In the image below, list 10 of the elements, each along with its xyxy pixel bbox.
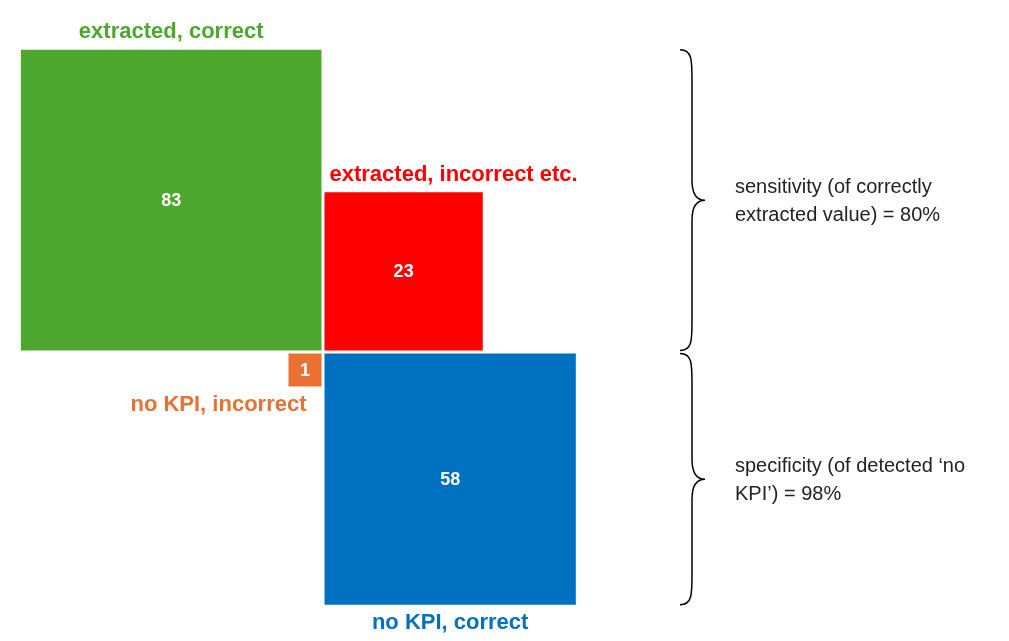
category-label: extracted, incorrect etc. [329, 160, 578, 186]
data-label: 58 [440, 469, 461, 490]
category-label: extracted, correct [78, 18, 265, 44]
text: sensitivity (of correctly extracted value) = 80% [735, 175, 941, 226]
category-label: no KPI, incorrect [130, 391, 308, 416]
text: specificity (of detected ‘no KPI’) = 98% [735, 454, 971, 505]
category-label: no KPI, correct [371, 609, 530, 635]
data-label: 83 [161, 190, 182, 211]
data-label: 1 [299, 360, 311, 380]
data-label: 23 [393, 261, 414, 282]
